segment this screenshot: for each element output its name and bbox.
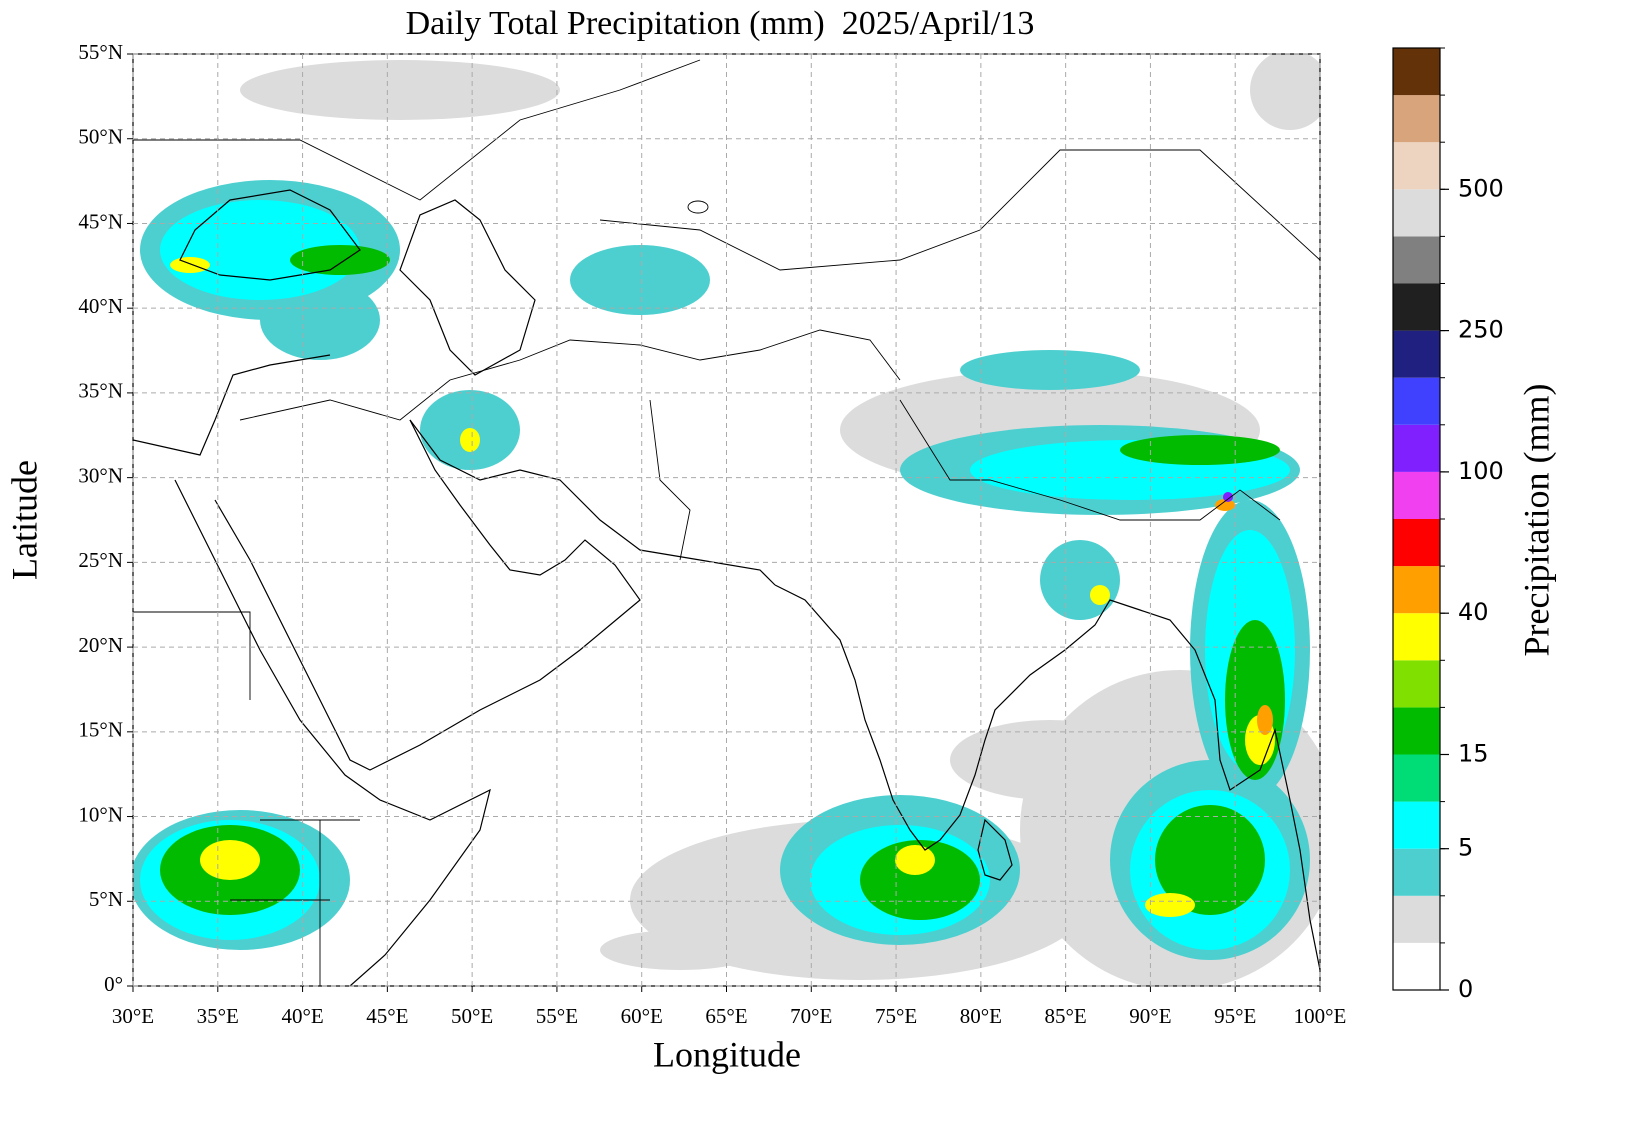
y-tick-label: 35°N: [78, 379, 123, 403]
intense-rain-areas: [170, 257, 1275, 917]
precipitation-field: [133, 54, 1320, 986]
colorbar-bin: [1393, 471, 1440, 519]
borders: [133, 59, 1320, 986]
x-tick-label: 90°E: [1129, 1004, 1171, 1028]
extreme-rain-areas: [1215, 499, 1273, 735]
colorbar-bin: [1393, 519, 1440, 567]
colorbar-frame: [1392, 47, 1441, 991]
colorbar-bin: [1393, 95, 1440, 143]
colorbar-bin: [1393, 848, 1440, 896]
y-tick-label: 25°N: [78, 548, 123, 572]
y-axis-label: Latitude: [4, 460, 44, 580]
colorbar-bin: [1393, 942, 1440, 990]
y-tick-label: 15°N: [78, 718, 123, 742]
colorbar-bin: [1393, 48, 1440, 96]
colorbar-tick-label: 40: [1458, 598, 1489, 626]
map-title: Daily Total Precipitation (mm) 2025/Apri…: [406, 5, 1035, 42]
colorbar-bin: [1393, 660, 1440, 708]
coastlines: [133, 189, 1320, 986]
colorbar-bin: [1393, 613, 1440, 661]
colorbar-bin: [1393, 707, 1440, 755]
y-tick-label: 55°N: [78, 40, 123, 64]
y-tick-label: 10°N: [78, 802, 123, 826]
colorbar-tick-label: 100: [1458, 457, 1504, 485]
y-tick-label: 45°N: [78, 209, 123, 233]
x-tick-label: 45°E: [366, 1004, 408, 1028]
x-tick-label: 95°E: [1214, 1004, 1256, 1028]
x-tick-label: 65°E: [705, 1004, 747, 1028]
colorbar-bin: [1393, 330, 1440, 378]
colorbar-bin: [1393, 283, 1440, 331]
colorbar-bin: [1393, 236, 1440, 284]
x-tick-label: 75°E: [875, 1004, 917, 1028]
colorbar-bin: [1393, 895, 1440, 943]
y-tick-label: 40°N: [78, 294, 123, 318]
x-tick-label: 50°E: [451, 1004, 493, 1028]
colorbar-bin: [1393, 566, 1440, 614]
x-tick-label: 35°E: [197, 1004, 239, 1028]
x-tick-label: 60°E: [621, 1004, 663, 1028]
x-axis-label: Longitude: [653, 1034, 801, 1074]
y-tick-label: 50°N: [78, 125, 123, 149]
colorbar-tick-label: 5: [1458, 834, 1473, 862]
x-tick-label: 80°E: [960, 1004, 1002, 1028]
x-tick-label: 70°E: [790, 1004, 832, 1028]
colorbar-bin: [1393, 377, 1440, 425]
x-tick-label: 100°E: [1294, 1004, 1347, 1028]
colorbar-bin: [1393, 754, 1440, 802]
y-tick-label: 20°N: [78, 633, 123, 657]
colorbar-tick-label: 500: [1458, 174, 1504, 202]
x-tick-label: 30°E: [112, 1004, 154, 1028]
colorbar-tick-label: 0: [1458, 975, 1473, 1003]
x-tick-label: 85°E: [1045, 1004, 1087, 1028]
colorbar-tick-label: 250: [1458, 316, 1504, 344]
colorbar-bin: [1393, 424, 1440, 472]
colorbar-bin: [1393, 142, 1440, 190]
colorbar-tick-label: 15: [1458, 740, 1489, 768]
x-tick-label: 55°E: [536, 1004, 578, 1028]
peak-rain: [1223, 492, 1233, 502]
colorbar-label: Precipitation (mm): [1516, 384, 1556, 657]
y-tick-label: 0°: [104, 972, 123, 996]
x-tick-label: 40°E: [281, 1004, 323, 1028]
colorbar-bin: [1393, 189, 1440, 237]
y-tick-label: 30°N: [78, 463, 123, 487]
y-tick-label: 5°N: [89, 887, 123, 911]
colorbar-bin: [1393, 801, 1440, 849]
